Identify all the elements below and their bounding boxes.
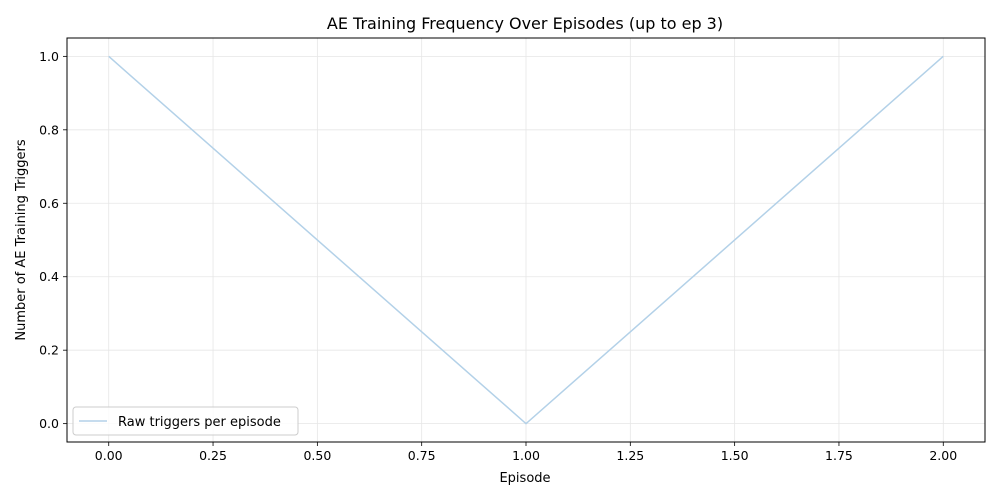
x-axis-label: Episode: [499, 471, 550, 486]
x-axis: 0.00 0.25 0.50 0.75 1.00 1.25 1.50 1.75 2.00: [95, 442, 957, 463]
x-tick-label: 0.50: [303, 448, 331, 463]
y-axis-label: Number of AE Training Triggers: [14, 139, 29, 341]
x-tick-label: 1.00: [512, 448, 540, 463]
y-tick-label: 0.0: [39, 416, 59, 431]
y-tick-label: 0.2: [39, 343, 59, 358]
series-line: [108, 55, 944, 425]
x-tick-label: 0.75: [408, 448, 436, 463]
chart-title: AE Training Frequency Over Episodes (up …: [327, 14, 723, 33]
y-tick-label: 0.4: [39, 269, 59, 284]
grid: [67, 38, 985, 442]
x-tick-label: 2.00: [929, 448, 957, 463]
series-layer: [108, 55, 944, 425]
x-tick-label: 0.25: [199, 448, 227, 463]
x-tick-label: 1.50: [721, 448, 749, 463]
y-tick-label: 0.6: [39, 196, 59, 211]
x-tick-label: 1.25: [616, 448, 644, 463]
legend-label: Raw triggers per episode: [118, 415, 281, 430]
legend-box: [72, 406, 299, 436]
y-tick-label: 0.8: [39, 122, 59, 137]
y-tick-label: 1.0: [39, 49, 59, 64]
y-axis: 0.0 0.2 0.4 0.6 0.8 1.0: [39, 49, 67, 431]
legend: Raw triggers per episode: [72, 406, 299, 436]
x-tick-label: 0.00: [95, 448, 123, 463]
x-tick-label: 1.75: [825, 448, 853, 463]
